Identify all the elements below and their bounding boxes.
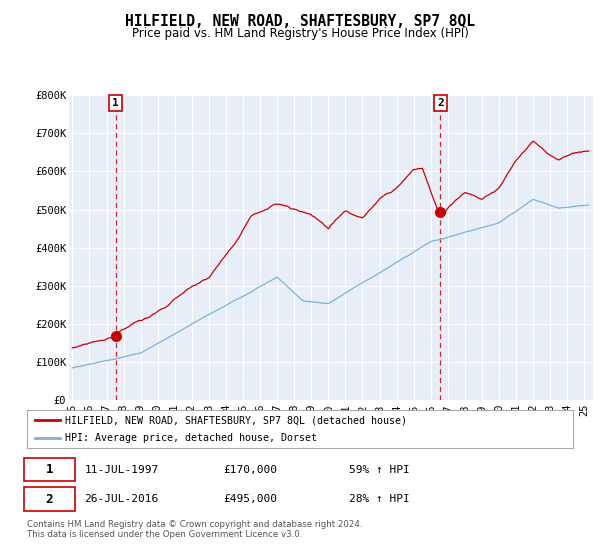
Text: 11-JUL-1997: 11-JUL-1997 — [85, 465, 158, 475]
Text: HILFIELD, NEW ROAD, SHAFTESBURY, SP7 8QL (detached house): HILFIELD, NEW ROAD, SHAFTESBURY, SP7 8QL… — [65, 415, 407, 425]
Text: 1: 1 — [46, 463, 53, 476]
FancyBboxPatch shape — [24, 487, 74, 511]
Text: 28% ↑ HPI: 28% ↑ HPI — [349, 494, 410, 504]
Text: 59% ↑ HPI: 59% ↑ HPI — [349, 465, 410, 475]
Text: HILFIELD, NEW ROAD, SHAFTESBURY, SP7 8QL: HILFIELD, NEW ROAD, SHAFTESBURY, SP7 8QL — [125, 14, 475, 29]
Text: 2: 2 — [437, 98, 444, 108]
Text: HPI: Average price, detached house, Dorset: HPI: Average price, detached house, Dors… — [65, 433, 317, 443]
Text: Price paid vs. HM Land Registry's House Price Index (HPI): Price paid vs. HM Land Registry's House … — [131, 27, 469, 40]
Text: 2: 2 — [46, 493, 53, 506]
Text: £495,000: £495,000 — [224, 494, 278, 504]
FancyBboxPatch shape — [24, 458, 74, 481]
Text: Contains HM Land Registry data © Crown copyright and database right 2024.
This d: Contains HM Land Registry data © Crown c… — [27, 520, 362, 539]
Text: £170,000: £170,000 — [224, 465, 278, 475]
Text: 1: 1 — [112, 98, 119, 108]
Text: 26-JUL-2016: 26-JUL-2016 — [85, 494, 158, 504]
